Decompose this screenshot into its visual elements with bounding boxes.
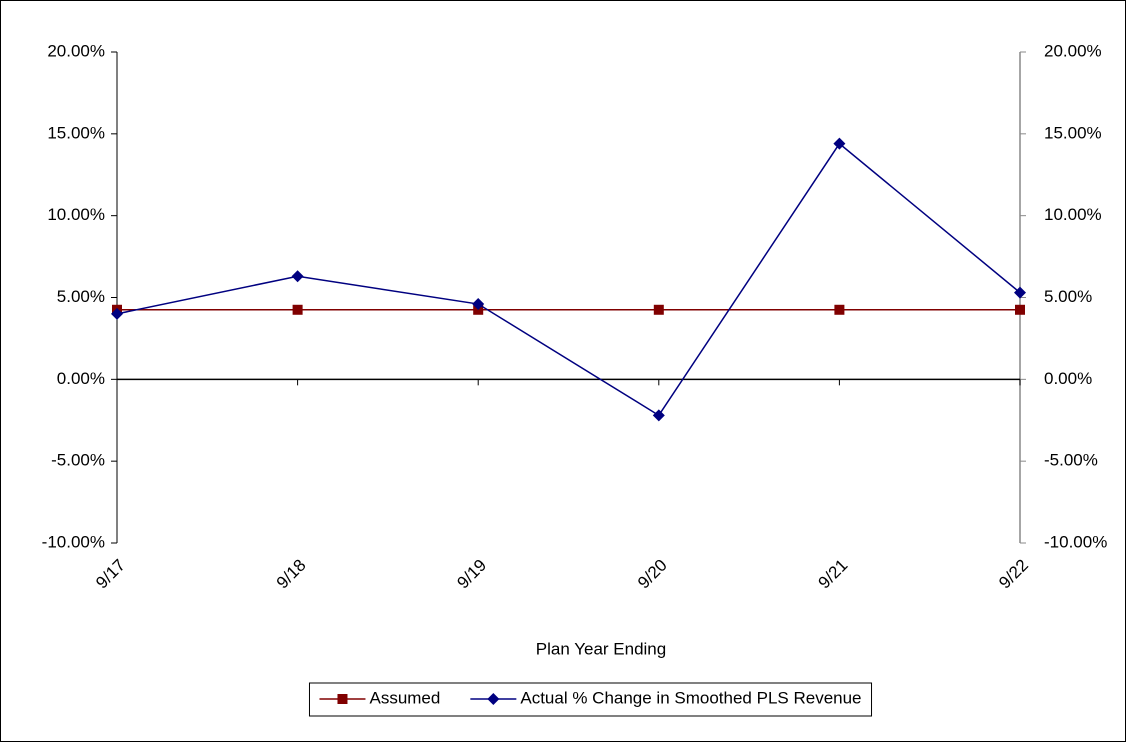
legend-label: Actual % Change in Smoothed PLS Revenue — [520, 688, 861, 707]
marker-diamond — [111, 307, 123, 320]
marker-diamond — [833, 137, 846, 150]
y2-tick-label: -5.00% — [1044, 451, 1098, 470]
series-line — [116, 142, 1021, 417]
y2-tick-label: 0.00% — [1044, 369, 1092, 388]
y-tick-label: 5.00% — [57, 287, 105, 306]
marker-square — [337, 694, 348, 704]
marker-diamond — [1014, 286, 1026, 299]
y2-tick-label: 20.00% — [1044, 41, 1102, 60]
y-tick-label: 0.00% — [57, 369, 105, 388]
y-tick-label: 15.00% — [47, 123, 105, 142]
y2-tick-label: -10.00% — [1044, 532, 1107, 551]
y2-tick-label: 15.00% — [1044, 123, 1102, 142]
legend: Assumed Actual % Change in Smoothed PLS R… — [308, 682, 873, 717]
marker-square — [653, 304, 664, 315]
marker-square — [292, 304, 303, 315]
y2-tick-label: 10.00% — [1044, 205, 1102, 224]
marker-diamond — [487, 693, 500, 705]
y2-tick-label: 5.00% — [1044, 287, 1092, 306]
y-tick-label: -10.00% — [42, 532, 105, 551]
x-axis-title: Plan Year Ending — [536, 639, 666, 658]
legend-box — [308, 682, 873, 717]
marker-diamond — [472, 298, 485, 311]
y-tick-label: -5.00% — [51, 451, 105, 470]
y-tick-label: 20.00% — [47, 41, 105, 60]
marker-square — [1015, 304, 1025, 315]
legend-label: Assumed — [369, 688, 440, 707]
y-tick-label: 10.00% — [47, 205, 105, 224]
marker-diamond — [291, 270, 304, 283]
marker-diamond — [652, 409, 665, 422]
marker-square — [834, 304, 845, 315]
